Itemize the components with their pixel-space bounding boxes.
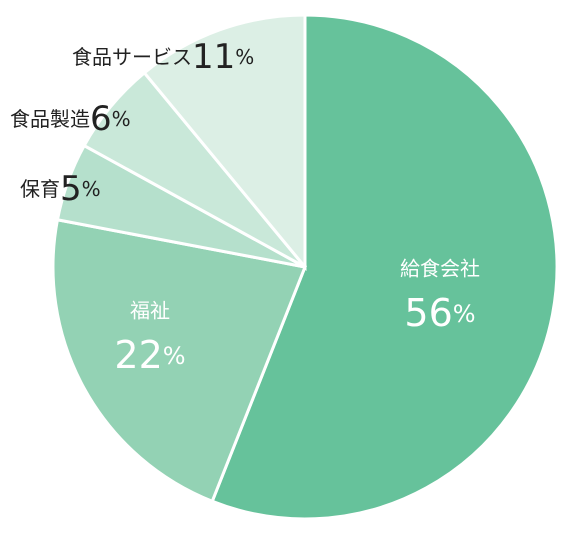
slice-label: 食品サービス (72, 45, 192, 69)
pie-slice (51, 218, 308, 504)
slice-label-group: 食品サービス11% (72, 37, 254, 77)
pie-slice (210, 13, 559, 521)
slice-label: 保育 (20, 177, 60, 201)
slice-label-group: 保育5% (20, 169, 101, 209)
value-label: 56% (404, 291, 475, 335)
slice-label: 食品製造 (10, 107, 90, 131)
slice-label: 給食会社 (400, 257, 480, 281)
slice-label: 福祉 (130, 299, 170, 323)
value-label: 11% (192, 37, 254, 77)
slice-label-group: 食品製造6% (10, 99, 131, 139)
pie-slice (142, 13, 307, 272)
value-label: 6% (90, 99, 131, 139)
value-label: 22% (114, 333, 185, 377)
value-label: 5% (60, 169, 101, 209)
